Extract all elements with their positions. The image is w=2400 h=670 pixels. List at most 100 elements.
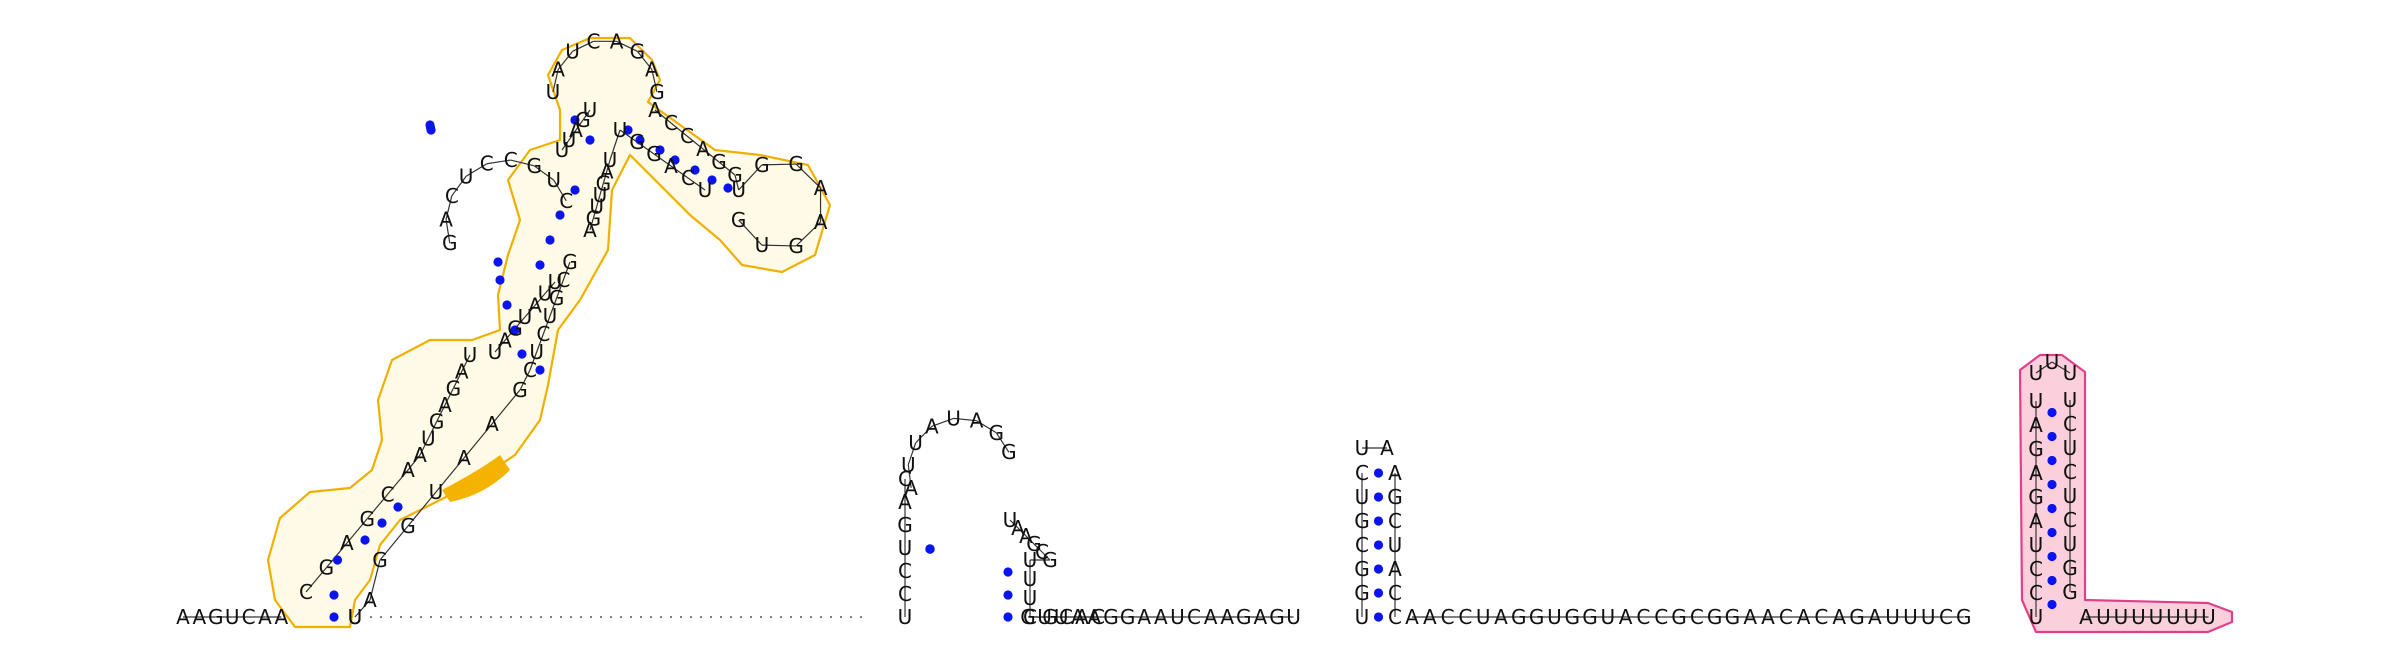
backbone-dash [463,423,493,459]
right-hairpin-nucleotide: G [2062,556,2078,580]
left-domain-nucleotide: U [555,138,570,162]
linker-2-nucleotide: U [1885,605,1900,629]
hairpin1-nucleotide: G [1042,548,1058,572]
hairpin1-nucleotide: C [898,582,912,606]
left-domain-nucleotide: G [507,317,523,341]
backbone-dash [451,175,467,197]
base-pair-dot [517,349,527,359]
hairpin1-nucleotide: A [925,414,939,438]
backbone-dash [651,69,658,93]
hairpin1-nucleotide: G [897,513,913,537]
backbone-dash [510,159,535,167]
backbone-dash [995,432,1010,453]
backbone-dash [619,129,638,143]
base-pair-dot [2047,503,2057,514]
hairpin2-nucleotide: U [1355,485,1370,509]
backbone-dash [953,417,977,422]
hairpin2-nucleotide: C [1388,509,1402,533]
base-pair-dot [623,125,633,135]
backbone-dash [407,454,421,471]
left-domain-nucleotide: U [603,148,618,172]
left-domain-nucleotide: C [523,358,537,382]
hairpin2-nucleotide: A [1380,436,1394,460]
linker-1-nucleotide: G [1236,605,1252,629]
linker-1-nucleotide: G [1269,605,1285,629]
five-prime-tail-nucleotide: A [258,605,272,629]
hairpin1-nucleotide: U [1023,586,1038,610]
left-domain-nucleotide: C [680,124,694,148]
left-domain-nucleotide: C [559,189,573,213]
left-domain-nucleotide: U [731,178,746,202]
three-prime-tail-nucleotide: U [2149,605,2164,629]
backbone-dash [599,183,604,196]
right-hairpin-nucleotide: G [2028,437,2044,461]
right-hairpin-nucleotide: U [2063,361,2078,385]
hairpin2-nucleotide: C [1388,605,1402,629]
hairpin1-nucleotide: U [1023,548,1038,572]
linker-1-nucleotide: A [1154,605,1168,629]
five-prime-tail-nucleotide: U [225,605,240,629]
left-domain-nucleotide: U [593,183,608,207]
backbone-dash [486,159,511,165]
linker-2-nucleotide: A [1423,605,1437,629]
backbone-dash [524,304,536,318]
base-pair-dot [670,155,680,165]
left-domain-nucleotide: G [711,150,727,174]
left-domain-nucleotide: G [359,507,375,531]
left-domain-nucleotide: G [630,39,646,63]
left-domain-nucleotide: A [696,137,710,161]
linker-2-nucleotide: U [1903,605,1918,629]
hairpin1-nucleotide: U [1023,567,1038,591]
backbone-dash [427,421,438,439]
backbone-dash [575,119,584,131]
backbone-dash [568,129,577,141]
linker-2-nucleotide: U [1600,605,1615,629]
left-domain-nucleotide: U [546,168,561,192]
base-pair-dot [535,260,545,270]
backbone-dash [533,165,555,181]
hairpin1-nucleotide: G [1001,440,1017,464]
left-domain-nucleotide: U [613,118,628,142]
left-domain-nucleotide: C [299,580,313,604]
hairpin1-nucleotide: C [1035,540,1049,564]
linker-1-nucleotide: A [1220,605,1234,629]
right-hairpin-nucleotide: A [2029,509,2043,533]
left-domain-nucleotide: U [589,195,604,219]
backbone-dash [795,163,821,189]
base-pair-dot [360,535,370,545]
backbone-dash [544,281,556,295]
base-pair-dot [1373,588,1384,598]
hairpin1-nucleotide: U [901,453,916,477]
base-pair-dot [2047,455,2057,466]
base-pair-dot [723,183,733,193]
backbone-dash [687,177,706,191]
left-domain-nucleotide: U [529,340,544,364]
hairpin2-nucleotide: C [1388,581,1402,605]
right-hairpin-nucleotide: U [2029,605,2044,629]
linker-2-nucleotide: A [1494,605,1508,629]
backbone-dash [718,161,736,176]
left-domain-nucleotide: A [528,293,542,317]
left-domain-nucleotide: A [438,393,452,417]
linker-1-nucleotide: A [1254,605,1268,629]
linker-1-nucleotide: C [1187,605,1201,629]
right-hairpin-nucleotide: A [2029,413,2043,437]
right-hairpin-nucleotide: U [2029,389,2044,413]
backbone-dash [419,438,429,456]
right-hairpin-nucleotide: C [2063,412,2077,436]
linker-2-nucleotide: G [1511,605,1527,629]
base-pair-dot [377,518,387,528]
linker-1-nucleotide: A [1137,605,1151,629]
base-pair-dot [585,135,595,145]
linker-2-nucleotide: A [1405,605,1419,629]
linker-2-nucleotide: G [1849,605,1865,629]
backbone-dash [654,109,672,124]
left-domain-outline [266,36,832,629]
hairpin2-nucleotide: A [1388,557,1402,581]
base-pair-dot [502,300,512,310]
backbone-links [183,40,2209,618]
left-domain-nucleotide: A [610,29,624,53]
backbone-dash [461,354,471,372]
hairpin1-nucleotide: A [1019,524,1033,548]
left-domain-nucleotide: G [586,206,602,230]
